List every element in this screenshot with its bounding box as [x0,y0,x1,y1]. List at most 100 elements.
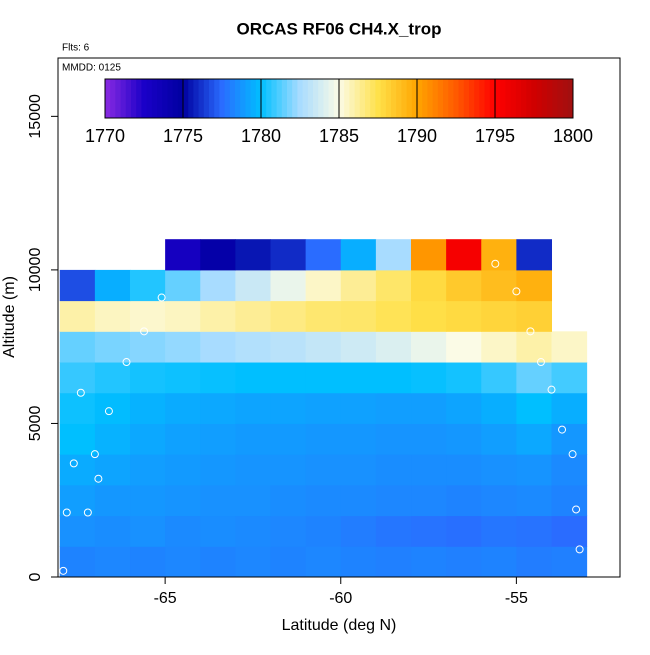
colorbar-swatch [417,79,423,118]
observation-point [572,505,581,514]
heatmap-cell [165,515,201,547]
heatmap-cell [481,454,517,486]
heatmap-cell [305,423,342,455]
heatmap-cell [375,423,412,455]
heatmap-cell [94,423,131,455]
heatmap-cell [411,484,447,517]
observation-point [104,407,113,416]
colorbar-swatch [157,79,163,118]
heatmap-cell [340,239,377,271]
observation-point [140,327,149,336]
heatmap-cell [305,454,342,486]
heatmap-cell [481,269,517,302]
y-tick-label: 15000 [27,94,44,139]
colorbar-swatch [172,79,179,118]
colorbar-swatch [500,79,506,118]
heatmap-cell [411,239,447,271]
colorbar-swatch [271,79,277,118]
heatmap-cell [375,300,412,332]
colorbar-swatch [131,79,137,118]
heatmap-cell [411,300,447,332]
heatmap-cell [130,392,166,424]
heatmap-cell [130,515,166,547]
heatmap-cell [375,454,412,486]
heatmap-cell [340,269,377,302]
heatmap-cell [375,269,412,302]
heatmap-cell [59,546,96,578]
heatmap-cell [516,515,553,547]
x-tick-label: -65 [154,590,177,607]
heatmap-cell [200,484,236,517]
colorbar-swatch [167,79,173,118]
colorbar-swatch [255,79,262,118]
colorbar-swatch [120,79,127,118]
heatmap-cell [516,362,553,394]
heatmap-cell [59,515,96,547]
heatmap-cell [94,269,131,302]
plot-frame [57,57,621,578]
colorbar-swatch [458,79,465,118]
colorbar-swatch [115,79,121,118]
observation-point [62,508,71,517]
heatmap-cell [235,239,272,271]
heatmap-cell [59,269,96,302]
heatmap-cell [200,331,236,363]
colorbar-swatch [479,79,485,118]
heatmap-cell [200,454,236,486]
heatmap-cell [94,546,131,578]
heatmap-cell [59,423,96,455]
heatmap-cell [270,392,307,424]
heatmap-cell [551,423,588,455]
heatmap-cell [270,239,307,271]
colorbar-swatch [531,79,537,118]
colorbar-swatch [224,79,231,118]
heatmap-cell [165,454,201,486]
heatmap-cell [305,362,342,394]
colorbar-swatch [562,79,569,118]
colorbar-swatch [193,79,199,118]
heatmap-cell [340,546,377,578]
heatmap-cell [411,515,447,547]
heatmap-cell [200,392,236,424]
x-tick-label: -60 [329,590,352,607]
heatmap-cell [130,362,166,394]
colorbar-swatch [505,79,511,118]
heatmap-cell [270,423,307,455]
colorbar-swatch [136,79,142,118]
heatmap-cell [516,300,553,332]
heatmap-cell [446,362,482,394]
heatmap-cell [551,515,588,547]
heatmap-cell [340,454,377,486]
heatmap-cell [411,331,447,363]
colorbar-swatch [141,79,147,118]
heatmap-cell [94,454,131,486]
heatmap-cell [200,546,236,578]
heatmap-cell [200,362,236,394]
colorbar-swatch [484,79,491,118]
heatmap-cell [551,454,588,486]
colorbar-swatch [510,79,517,118]
heatmap-cell [165,331,201,363]
heatmap-cell [94,392,131,424]
colorbar-swatch [151,79,158,118]
heatmap-cell [481,362,517,394]
heatmap-cell [481,484,517,517]
observation-point [157,293,166,302]
heatmap-cell [481,300,517,332]
heatmap-cell [481,515,517,547]
heatmap-cell [446,515,482,547]
colorbar-swatch [401,79,407,118]
heatmap-cell [305,484,342,517]
heatmap-cell [375,362,412,394]
heatmap-cell [200,300,236,332]
heatmap-cell [235,331,272,363]
heatmap-cell [551,546,588,578]
heatmap-cell [305,239,342,271]
heatmap-cell [375,484,412,517]
x-tick-label: -55 [505,590,528,607]
colorbar-swatch [146,79,153,118]
heatmap-cell [446,392,482,424]
heatmap-cell [551,331,588,363]
heatmap-cell [270,300,307,332]
colorbar-swatch [177,79,184,118]
